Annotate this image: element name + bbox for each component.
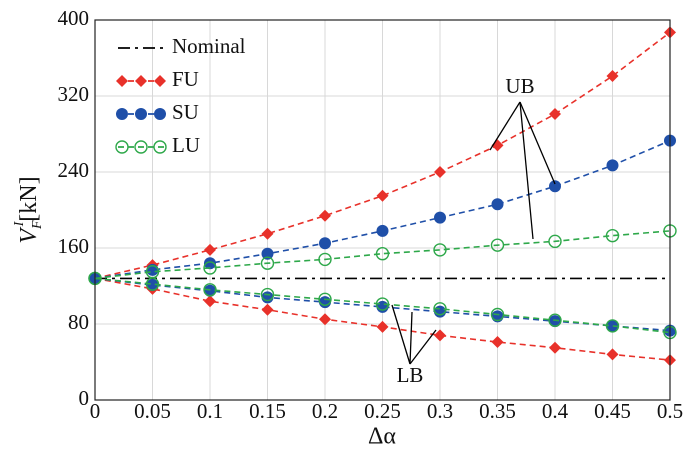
- y-label-symbol: V: [16, 227, 42, 244]
- x-tick-label: 0.05: [134, 399, 171, 423]
- marker: [376, 320, 389, 333]
- marker: [376, 189, 389, 202]
- series-line: [94, 31, 671, 280]
- legend-marker: [153, 140, 167, 154]
- x-tick-label: 0.5: [657, 399, 683, 423]
- x-tick-label: 0.25: [364, 399, 401, 423]
- marker: [318, 252, 332, 267]
- series-line: [94, 230, 671, 280]
- y-tick-label: 0: [79, 386, 90, 410]
- x-tick-label: 0.2: [312, 399, 338, 423]
- y-tick-label: 400: [58, 6, 90, 30]
- y-axis-label: VFI[kN]: [12, 176, 45, 243]
- y-label-unit: [kN]: [16, 176, 42, 221]
- marker: [606, 70, 619, 83]
- lb-leaders: [391, 304, 437, 365]
- marker: [606, 159, 619, 172]
- legend-label: FU: [172, 67, 199, 91]
- x-tick-label: 0.45: [594, 399, 631, 423]
- marker: [375, 246, 390, 261]
- marker: [260, 287, 275, 302]
- ub-leaders: [489, 101, 556, 240]
- x-tick-label: 0.15: [249, 399, 286, 423]
- y-tick-label: 160: [58, 234, 90, 258]
- marker: [145, 265, 160, 279]
- marker: [605, 319, 620, 333]
- marker: [491, 198, 504, 211]
- marker: [319, 209, 331, 222]
- legend-label: LU: [172, 133, 200, 157]
- marker: [204, 257, 216, 270]
- x-tick-label: 0: [90, 399, 101, 423]
- x-tick-label: 0.1: [197, 399, 223, 423]
- marker: [605, 228, 620, 243]
- annotation: UB: [505, 74, 534, 98]
- y-tick-label: 240: [58, 158, 90, 182]
- marker: [319, 313, 331, 326]
- marker: [319, 237, 331, 250]
- marker: [549, 341, 561, 354]
- legend-marker: [135, 75, 147, 87]
- marker: [204, 284, 216, 297]
- marker: [549, 108, 561, 121]
- marker: [548, 234, 562, 249]
- series-line: [94, 277, 671, 334]
- legend-marker: [135, 108, 147, 120]
- marker: [434, 166, 446, 178]
- y-tick-label: 320: [58, 82, 90, 106]
- marker: [260, 256, 275, 270]
- marker: [433, 302, 447, 316]
- legend-label: SU: [172, 100, 199, 124]
- legend-marker: [116, 75, 128, 87]
- marker: [261, 227, 274, 240]
- marker: [549, 315, 561, 328]
- marker: [261, 247, 274, 260]
- y-label-subscript: F: [30, 220, 45, 230]
- marker: [433, 243, 447, 257]
- plot-frame: [94, 19, 671, 401]
- marker: [204, 295, 216, 308]
- marker: [145, 277, 160, 291]
- legend-marker: [154, 75, 166, 87]
- x-tick-label: 0.4: [542, 399, 569, 423]
- legend-label: Nominal: [172, 34, 246, 58]
- legend: Nominal FU SU LU: [115, 34, 246, 157]
- marker: [261, 303, 274, 316]
- marker: [434, 329, 446, 342]
- x-tick-label: 0.35: [479, 399, 516, 423]
- x-axis-label: Δα: [368, 424, 396, 450]
- marker: [376, 224, 389, 237]
- marker: [606, 348, 619, 361]
- legend-marker: [115, 140, 129, 154]
- y-label-superscript: I: [12, 220, 27, 227]
- marker: [203, 283, 217, 297]
- marker: [204, 243, 216, 256]
- x-tick-label: 0.3: [427, 399, 453, 423]
- marker: [606, 319, 619, 332]
- marker: [318, 292, 332, 306]
- legend-marker: [154, 108, 166, 120]
- marker: [375, 297, 390, 311]
- legend-marker: [116, 108, 128, 120]
- annotation: LB: [397, 363, 424, 387]
- marker: [548, 313, 562, 327]
- marker: [146, 279, 159, 292]
- legend-marker: [134, 140, 148, 154]
- marker: [434, 211, 446, 224]
- y-tick-label: 80: [68, 310, 89, 334]
- marker: [491, 336, 504, 349]
- marker: [203, 261, 217, 275]
- marker: [490, 238, 505, 252]
- marker: [549, 180, 561, 193]
- marker: [490, 307, 505, 322]
